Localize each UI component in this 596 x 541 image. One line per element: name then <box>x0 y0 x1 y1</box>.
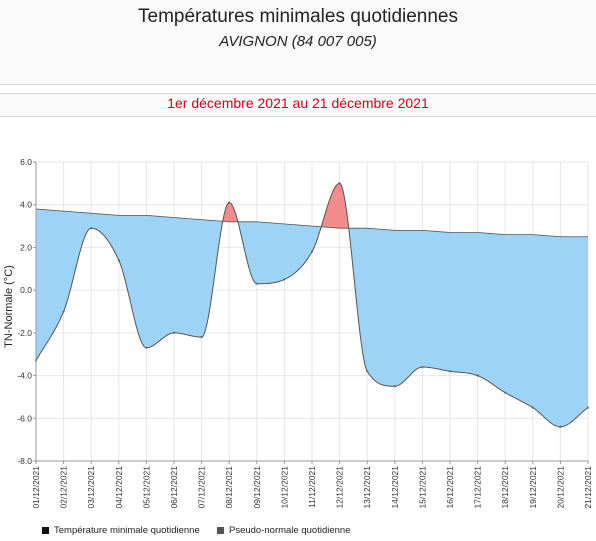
series-line-normal <box>35 208 588 238</box>
x-tick-label: 15/12/2021 <box>417 466 427 509</box>
data-point-tn <box>448 370 452 373</box>
x-tick-label: 16/12/2021 <box>445 466 455 509</box>
x-tick-label: 14/12/2021 <box>390 466 400 509</box>
x-tick-label: 12/12/2021 <box>335 466 345 509</box>
data-point-tn <box>393 385 396 388</box>
x-tick-label: 13/12/2021 <box>362 466 372 509</box>
data-point-tn <box>172 331 176 335</box>
data-point-tn <box>255 282 258 285</box>
y-tick-label: 2.0 <box>20 242 32 252</box>
data-point-tn <box>366 370 369 373</box>
data-point-tn <box>531 406 534 409</box>
x-tick-label: 04/12/2021 <box>114 466 124 509</box>
data-point-tn <box>200 335 203 339</box>
x-tick-label: 03/12/2021 <box>86 466 96 509</box>
area-below-normal <box>348 228 588 427</box>
period-panel <box>0 93 596 117</box>
x-tick-label: 19/12/2021 <box>528 466 538 509</box>
header-panel: Températures minimales quotidiennes AVIG… <box>0 0 596 85</box>
x-tick-label: 02/12/2021 <box>59 466 69 509</box>
area-above-normal <box>321 183 349 229</box>
y-tick-label: 0.0 <box>20 285 32 295</box>
station-subtitle: AVIGNON (84 007 005) <box>219 33 377 50</box>
chart-title: Températures minimales quotidiennes <box>138 6 458 27</box>
legend-label-normal: Pseudo-normale quotidienne <box>229 525 351 536</box>
data-point-tn <box>62 310 65 313</box>
data-point-tn <box>145 346 148 350</box>
x-tick-label: 08/12/2021 <box>224 466 234 509</box>
legend-swatch-normal <box>217 527 224 534</box>
data-point-tn <box>559 425 562 429</box>
legend-item-normal: Pseudo-normale quotidienne <box>217 525 350 536</box>
data-point-tn <box>504 391 507 394</box>
x-tick-label: 21/12/2021 <box>583 466 593 509</box>
x-tick-label: 07/12/2021 <box>197 466 207 509</box>
data-point-tn <box>228 201 231 204</box>
legend-item-tn: Température minimale quotidienne <box>42 525 200 536</box>
data-point-tn <box>476 374 479 377</box>
y-tick-label: -4.0 <box>17 371 32 381</box>
legend-swatch-tn <box>42 527 49 534</box>
data-point-tn <box>310 250 314 253</box>
x-tick-label: 11/12/2021 <box>307 466 317 508</box>
data-point-tn <box>338 182 341 185</box>
x-tick-label: 18/12/2021 <box>500 466 510 509</box>
y-tick-label: 6.0 <box>20 157 32 167</box>
legend-label-tn: Température minimale quotidienne <box>54 525 200 536</box>
x-tick-label: 20/12/2021 <box>555 466 565 509</box>
data-point-tn <box>586 406 590 409</box>
data-point-tn <box>117 259 121 262</box>
area-below-normal <box>237 221 322 284</box>
x-tick-label: 06/12/2021 <box>169 466 179 509</box>
y-tick-label: -2.0 <box>17 328 32 338</box>
y-axis-title: TN-Normale (°C) <box>3 265 15 348</box>
data-point-tn <box>283 278 286 281</box>
x-tick-label: 10/12/2021 <box>279 466 289 509</box>
y-tick-label: -6.0 <box>17 413 32 423</box>
y-tick-label: 4.0 <box>20 200 32 210</box>
data-point-tn <box>421 365 424 369</box>
data-point-tn <box>90 227 93 230</box>
period-label: 1er décembre 2021 au 21 décembre 2021 <box>167 95 429 111</box>
x-tick-label: 09/12/2021 <box>252 466 262 509</box>
x-tick-label: 17/12/2021 <box>473 466 483 509</box>
x-tick-label: 05/12/2021 <box>141 466 151 509</box>
y-tick-label: -8.0 <box>17 456 32 466</box>
area-below-normal <box>36 208 223 361</box>
x-tick-label: 01/12/2021 <box>31 466 41 509</box>
